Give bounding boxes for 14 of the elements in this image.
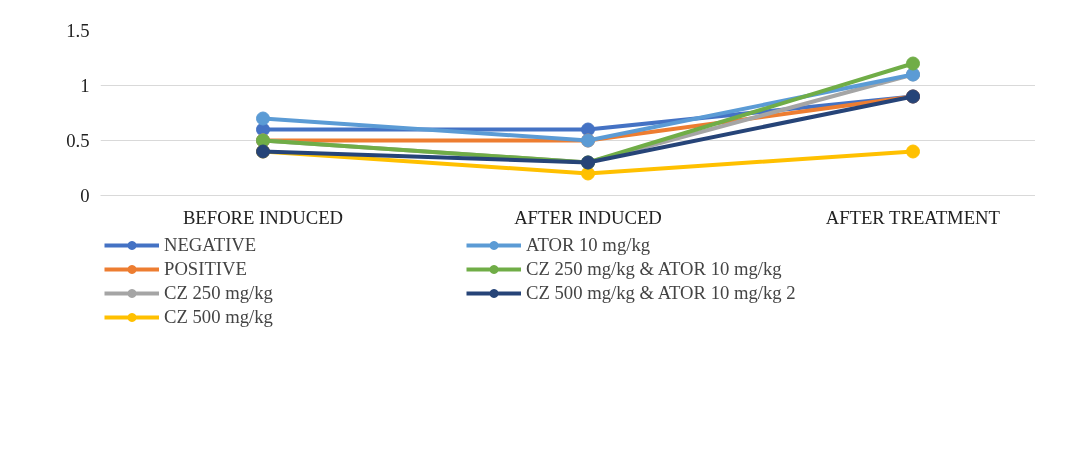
legend-label: NEGATIVE <box>164 234 258 256</box>
x-tick-label: AFTER TREATMENT <box>825 206 1001 228</box>
y-tick-label: 0 <box>80 185 90 206</box>
legend-label: ATOR 10 mg/kg <box>526 234 652 256</box>
y-tick-label: 0.5 <box>66 130 90 151</box>
legend-label: CZ 250 mg/kg & ATOR 10 mg/kg <box>526 258 783 280</box>
legend-label: POSITIVE <box>164 258 248 280</box>
legend-label: CZ 500 mg/kg <box>164 306 274 328</box>
x-tick-label: AFTER INDUCED <box>514 206 662 228</box>
legend-label: CZ 250 mg/kg <box>164 282 274 304</box>
x-tick-label: BEFORE INDUCED <box>182 206 344 228</box>
y-tick-label: 1.5 <box>66 20 90 41</box>
legend-label: CZ 500 mg/kg & ATOR 10 mg/kg 2 <box>526 282 797 304</box>
y-tick-label: 1 <box>80 75 90 96</box>
